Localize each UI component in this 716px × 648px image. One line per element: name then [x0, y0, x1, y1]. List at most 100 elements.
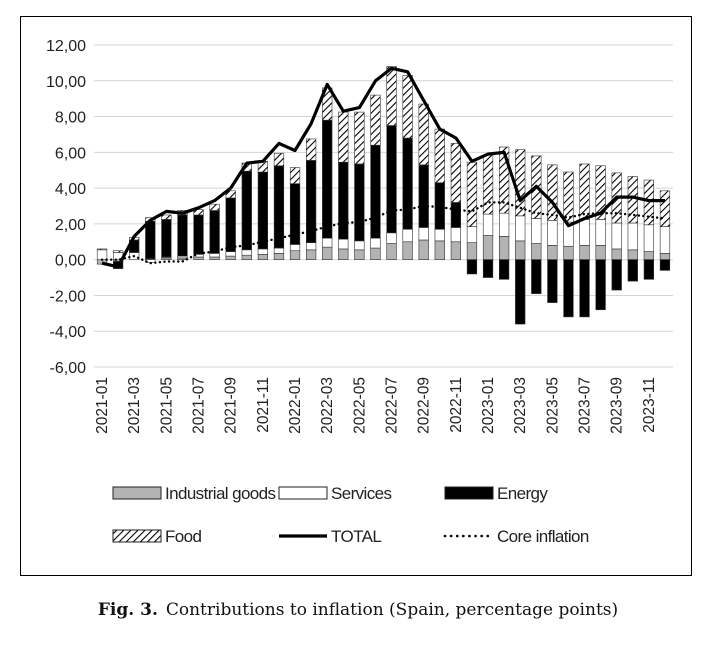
energy-bar	[659, 259, 671, 271]
services-bar	[241, 249, 252, 256]
services-bar	[659, 226, 671, 254]
food-bar	[659, 190, 671, 227]
industrial-goods-bar	[354, 249, 365, 260]
food-bar	[289, 167, 301, 184]
industrial-goods-bar	[402, 241, 413, 260]
food-bar	[563, 171, 574, 223]
food-bar	[386, 66, 397, 126]
services-bar	[643, 224, 654, 252]
x-tick-label: 2023-09	[609, 377, 626, 434]
food-bar	[193, 209, 204, 216]
food-bar	[273, 152, 285, 167]
industrial-goods-bar	[273, 253, 285, 260]
services-bar	[322, 237, 333, 248]
industrial-goods-bar	[515, 240, 526, 260]
x-tick-label: 2023-07	[577, 377, 594, 434]
services-bar	[225, 251, 236, 257]
industrial-goods-bar	[338, 248, 349, 260]
energy-bar	[579, 259, 590, 318]
energy-bar	[354, 163, 365, 242]
y-tick-label: 10,00	[46, 74, 86, 91]
energy-bar	[370, 144, 381, 239]
y-tick-label: 4,00	[55, 181, 86, 198]
services-bar	[627, 222, 638, 251]
services-bar	[386, 232, 397, 244]
energy-bar	[225, 197, 236, 252]
energy-bar	[402, 137, 413, 230]
industrial-goods-bar	[659, 253, 671, 260]
services-bar	[531, 218, 542, 244]
food-bar	[113, 250, 124, 253]
y-tick-label: -2,00	[50, 288, 87, 305]
food-bar	[305, 138, 317, 161]
food-bar	[450, 143, 461, 203]
food-bar	[96, 248, 108, 251]
industrial-goods-bar	[531, 243, 542, 260]
industrial-goods-bar	[386, 243, 397, 260]
core-inflation-line	[100, 201, 667, 265]
services-bar	[418, 227, 429, 241]
industrial-goods-bar	[322, 246, 333, 260]
food-bar	[643, 179, 654, 226]
food-bar	[209, 203, 220, 211]
x-tick-label: 2022-09	[416, 377, 433, 434]
industrial-goods-bar	[241, 254, 252, 260]
x-tick-label: 2021-11	[255, 377, 272, 433]
caption-text: Contributions to inflation (Spain, perce…	[165, 600, 619, 620]
legend-label-core-inflation: Core inflation	[497, 527, 589, 546]
legend-label-energy: Energy	[497, 484, 548, 503]
legend-label-food: Food	[165, 527, 201, 546]
energy-bar	[241, 170, 252, 251]
industrial-goods-bar	[418, 239, 429, 260]
food-bar	[161, 214, 172, 220]
industrial-goods-bar	[579, 245, 590, 260]
services-bar	[273, 247, 285, 254]
x-tick-label: 2022-03	[319, 377, 336, 434]
energy-bar	[563, 259, 574, 318]
services-bar	[305, 242, 317, 251]
industrial-goods-bar	[450, 241, 461, 260]
services-bar	[579, 219, 590, 246]
food-bar	[370, 94, 381, 146]
industrial-goods-bar	[563, 245, 574, 260]
legend-swatch-industrial-goods	[112, 486, 162, 500]
food-bar	[482, 154, 494, 215]
energy-bar	[177, 214, 188, 257]
x-tick-label: 2022-07	[384, 377, 401, 434]
y-tick-label: 2,00	[55, 217, 86, 234]
services-bar	[209, 253, 220, 258]
energy-bar	[515, 259, 526, 325]
services-bar	[434, 228, 445, 242]
legend: Industrial goods Services Energy Food TOTAL C…	[112, 484, 590, 546]
services-bar	[450, 227, 461, 243]
x-tick-label: 2023-01	[480, 377, 497, 434]
energy-bar	[547, 259, 558, 303]
services-bar	[354, 240, 365, 251]
services-bar	[402, 228, 413, 243]
energy-bar	[338, 161, 349, 240]
energy-bar	[386, 125, 397, 234]
food-bar	[547, 164, 558, 221]
energy-bar	[322, 119, 333, 239]
industrial-goods-bar	[370, 247, 381, 260]
food-bar	[595, 165, 606, 220]
industrial-goods-bar	[482, 235, 494, 260]
services-bar	[595, 219, 606, 246]
energy-bar	[257, 171, 269, 250]
food-bar	[434, 128, 445, 184]
x-tick-label: 2021-09	[223, 377, 240, 434]
industrial-goods-bar	[434, 240, 445, 260]
x-tick-label: 2022-11	[448, 377, 465, 433]
services-bar	[257, 248, 269, 255]
food-bar	[354, 111, 365, 165]
caption-label: Fig. 3.	[97, 600, 158, 620]
industrial-goods-bar	[289, 250, 301, 260]
legend-label-total: TOTAL	[331, 527, 381, 546]
services-bar	[547, 220, 558, 246]
y-tick-label: 8,00	[55, 110, 86, 127]
services-bar	[96, 249, 108, 260]
industrial-goods-bar	[547, 245, 558, 260]
legend-label-industrial-goods: Industrial goods	[165, 484, 276, 503]
services-bar	[338, 238, 349, 250]
food-bar	[402, 75, 413, 139]
